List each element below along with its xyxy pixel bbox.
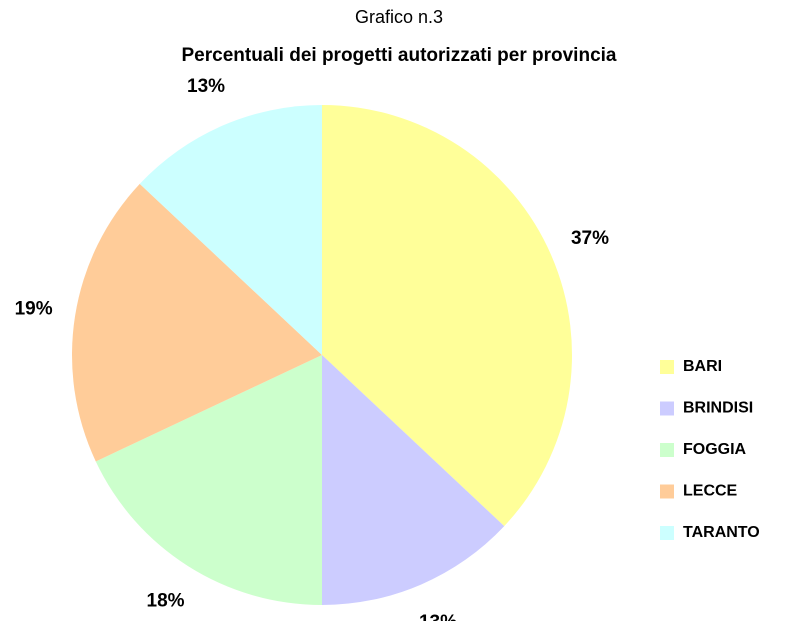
chart-subtitle: Percentuali dei progetti autorizzati per… xyxy=(182,45,617,66)
data-label: 37% xyxy=(571,228,609,249)
data-label: 13% xyxy=(187,76,225,97)
pie-slice xyxy=(139,105,322,355)
data-label: 19% xyxy=(15,298,53,319)
legend-swatch xyxy=(660,401,674,416)
legend-swatch xyxy=(660,526,674,540)
legend-label: TARANTO xyxy=(683,524,760,541)
legend-swatch xyxy=(660,484,674,499)
data-label: 13% xyxy=(419,612,457,621)
legend-label: BARI xyxy=(683,358,722,375)
legend-label: FOGGIA xyxy=(683,441,747,458)
legend-swatch xyxy=(660,360,674,374)
pie-slice xyxy=(95,355,322,605)
pie-slice xyxy=(322,355,505,605)
chart-title: Grafico n.3 xyxy=(355,7,443,27)
data-label: 18% xyxy=(147,591,185,612)
legend-swatch xyxy=(660,443,674,457)
pie-slice xyxy=(322,105,572,527)
legend-label: BRINDISI xyxy=(683,400,753,417)
pie-slice xyxy=(71,183,322,462)
legend-label: LECCE xyxy=(683,483,738,500)
